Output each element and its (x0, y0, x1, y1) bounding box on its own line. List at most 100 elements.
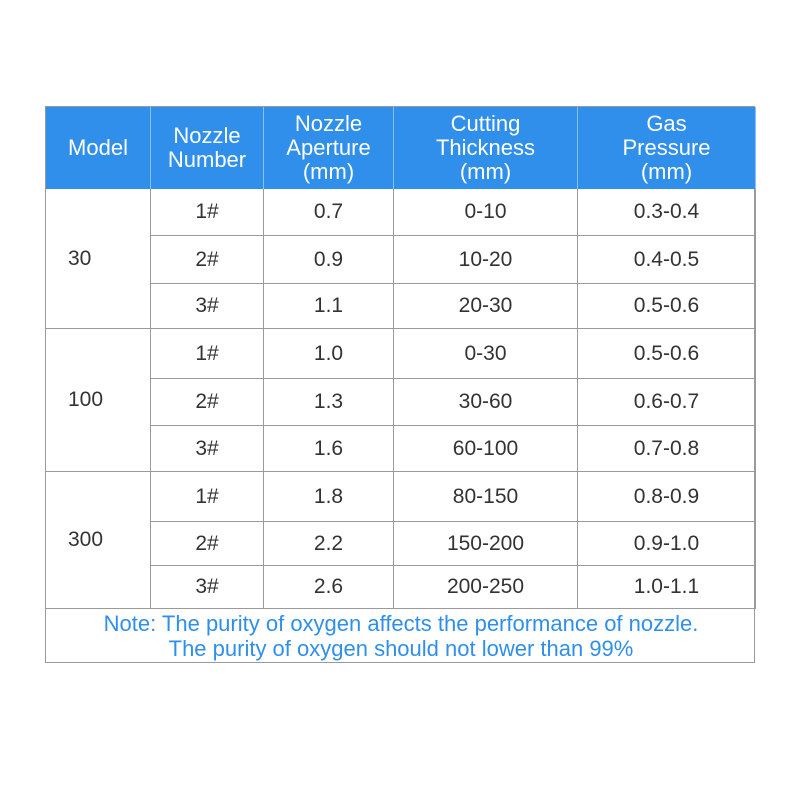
data-cell: 2# (151, 236, 264, 284)
data-cell: 0.6-0.7 (578, 379, 756, 426)
header-text: Cutting (450, 111, 521, 136)
cell-text: 1.3 (313, 390, 344, 413)
cell-text: 0-10 (464, 200, 507, 223)
cell-text: 0.5-0.6 (633, 341, 700, 365)
cell-text: 1.0 (313, 341, 344, 365)
cell-text: 1.1 (313, 294, 344, 317)
cell-text: 0.4-0.5 (633, 247, 700, 271)
header-cell: Gas Pressure (mm) (578, 107, 756, 189)
cell-text: 10-20 (458, 247, 513, 271)
data-cell: 60-100 (394, 426, 578, 472)
cell-text: 0.8-0.9 (633, 484, 700, 508)
model-cell: 100 (46, 329, 151, 472)
data-cell: 30-60 (394, 379, 578, 426)
cell-text: 1# (195, 484, 219, 508)
cell-text: 0-30 (464, 341, 507, 365)
cell-text: 20-30 (458, 294, 513, 317)
cell-text: 2# (195, 390, 219, 413)
header-text: Gas (646, 111, 687, 136)
data-cell: 3# (151, 284, 264, 329)
data-cell: 1.3 (264, 379, 394, 426)
data-cell: 0.9-1.0 (578, 522, 756, 566)
data-cell: 1.0 (264, 329, 394, 379)
data-cell: 0.9 (264, 236, 394, 284)
data-cell: 80-150 (394, 472, 578, 522)
header-cell: Model (46, 107, 151, 189)
data-cell: 3# (151, 566, 264, 609)
cell-text: 2# (195, 247, 219, 271)
data-cell: 0.5-0.6 (578, 329, 756, 379)
data-cell: 2.2 (264, 522, 394, 566)
data-cell: 0.7-0.8 (578, 426, 756, 472)
data-cell: 1.6 (264, 426, 394, 472)
cell-text: 1# (195, 200, 219, 223)
cell-text: 0.6-0.7 (633, 390, 700, 413)
header-cell: Cutting Thickness (mm) (394, 107, 578, 189)
header-text: (mm) (302, 159, 355, 184)
cell-text: 2.2 (313, 531, 344, 555)
cell-text: 0.9-1.0 (633, 531, 700, 555)
model-text: 30 (68, 246, 92, 270)
cell-text: 2# (195, 531, 219, 555)
note-text: The purity of oxygen should not lower th… (168, 635, 634, 661)
header-text: (mm) (640, 159, 693, 184)
header-text: (mm) (459, 159, 512, 184)
data-cell: 200-250 (394, 566, 578, 609)
model-text: 300 (68, 528, 104, 551)
data-cell: 10-20 (394, 236, 578, 284)
cell-text: 1# (195, 341, 219, 365)
data-cell: 0-10 (394, 189, 578, 236)
header-text: Pressure (622, 135, 711, 160)
data-cell: 0.7 (264, 189, 394, 236)
header-cell: Nozzle Aperture (mm) (264, 107, 394, 189)
data-cell: 1# (151, 472, 264, 522)
header-text: Number (167, 147, 247, 172)
data-cell: 1# (151, 189, 264, 236)
header-text: Aperture (286, 135, 371, 160)
data-cell: 0-30 (394, 329, 578, 379)
model-cell: 30 (46, 189, 151, 329)
cell-text: 30-60 (458, 390, 513, 413)
cell-text: 0.5-0.6 (633, 294, 700, 317)
data-cell: 0.8-0.9 (578, 472, 756, 522)
data-cell: 1.1 (264, 284, 394, 329)
data-cell: 0.3-0.4 (578, 189, 756, 236)
cell-text: 2.6 (313, 575, 344, 598)
cell-text: 200-250 (446, 575, 525, 598)
data-cell: 20-30 (394, 284, 578, 329)
header-text: Nozzle (173, 123, 241, 148)
header-text: Thickness (435, 135, 536, 160)
data-cell: 0.5-0.6 (578, 284, 756, 329)
cell-text: 80-150 (452, 484, 519, 508)
note: Note: The purity of oxygen affects the p… (46, 609, 756, 662)
data-cell: 1.8 (264, 472, 394, 522)
header-text: Nozzle (294, 111, 363, 136)
data-cell: 2# (151, 379, 264, 426)
data-cell: 2# (151, 522, 264, 566)
cell-text: 1.0-1.1 (633, 575, 700, 598)
cell-text: 0.9 (313, 247, 344, 271)
cell-text: 0.3-0.4 (633, 200, 700, 223)
model-text: 100 (68, 388, 104, 411)
data-cell: 1# (151, 329, 264, 379)
data-cell: 150-200 (394, 522, 578, 566)
header-text: Model (68, 135, 128, 160)
cell-text: 150-200 (446, 531, 525, 555)
cell-text: 0.7-0.8 (633, 436, 700, 460)
data-cell: 0.4-0.5 (578, 236, 756, 284)
data-cell: 2.6 (264, 566, 394, 609)
model-cell: 300 (46, 472, 151, 609)
cell-text: 1.6 (313, 436, 344, 460)
cell-text: 3# (195, 294, 219, 317)
spec-table: Model Nozzle Number Nozzle Aperture (mm) Cutti… (45, 106, 756, 663)
cell-text: 60-100 (452, 436, 519, 460)
note-text: Note: The purity of oxygen affects the p… (103, 610, 699, 636)
cell-text: 1.8 (313, 484, 344, 508)
cell-text: 0.7 (313, 200, 344, 223)
cell-text: 3# (195, 575, 219, 598)
header-cell: Nozzle Number (151, 107, 264, 189)
cell-text: 3# (195, 436, 219, 460)
data-cell: 1.0-1.1 (578, 566, 756, 609)
data-cell: 3# (151, 426, 264, 472)
